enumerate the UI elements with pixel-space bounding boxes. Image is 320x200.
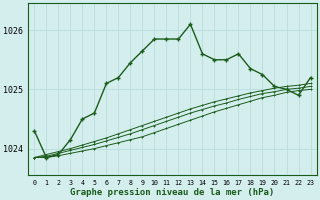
X-axis label: Graphe pression niveau de la mer (hPa): Graphe pression niveau de la mer (hPa) <box>70 188 275 197</box>
